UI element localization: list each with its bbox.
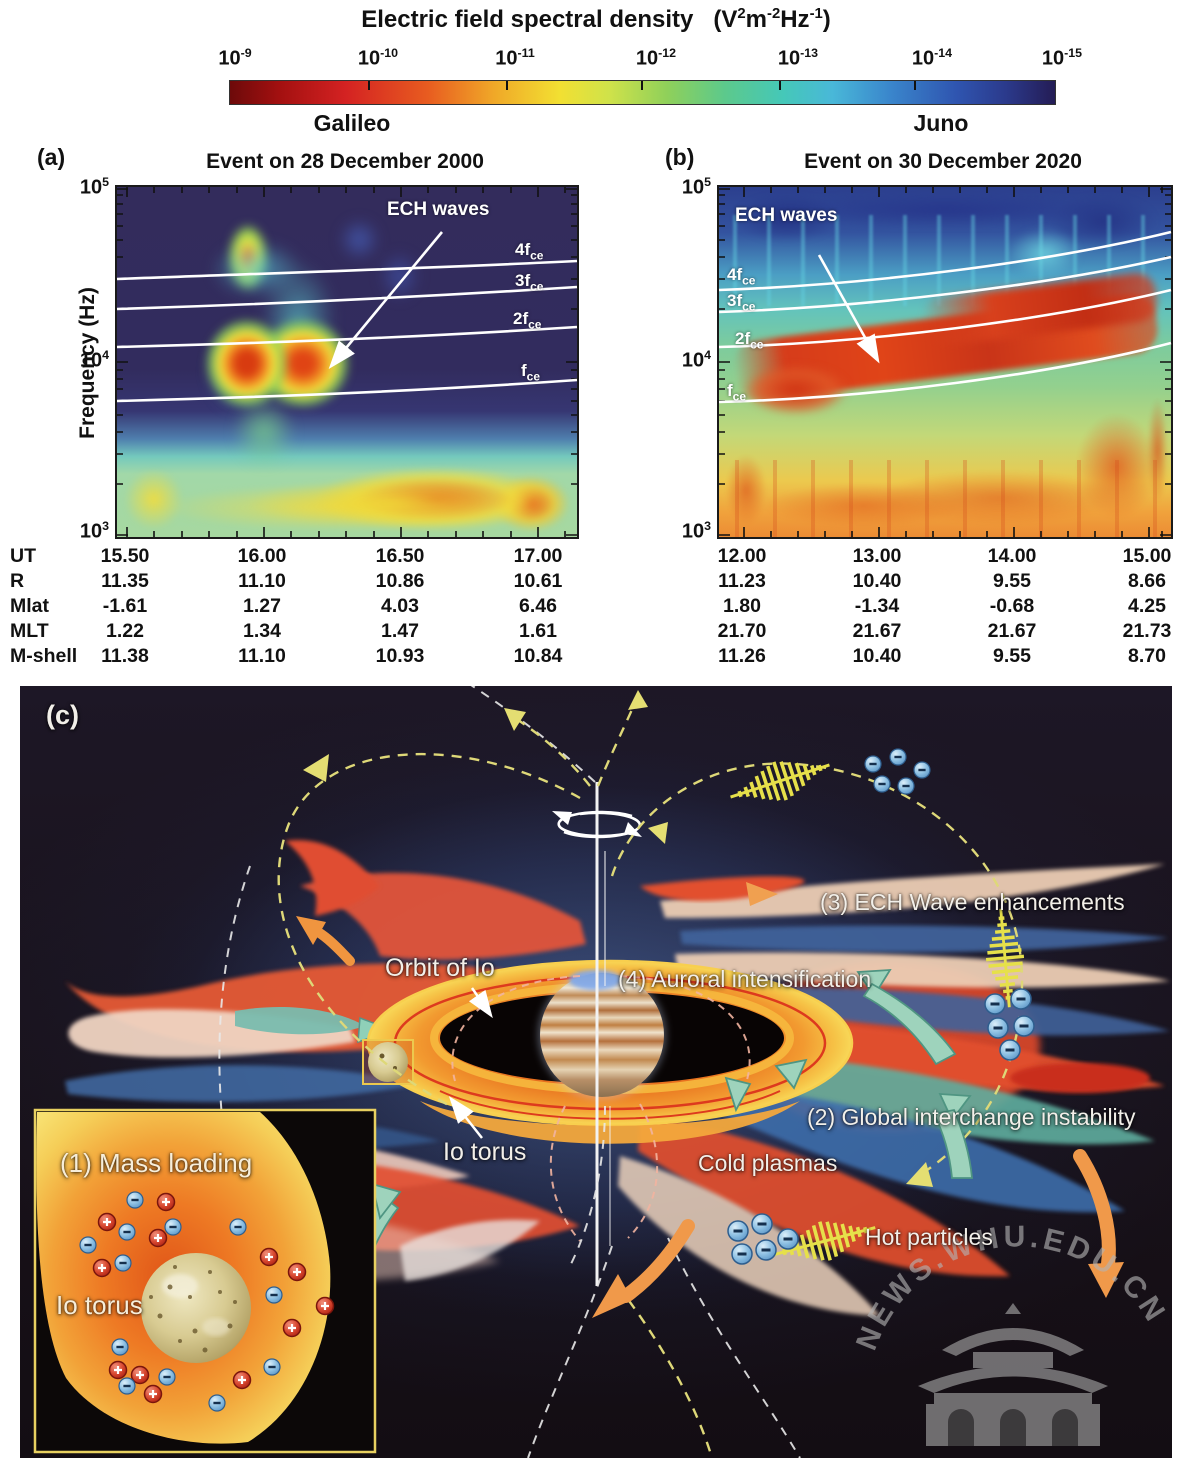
fce-label-1: fce bbox=[727, 381, 747, 404]
panel-b-title: Event on 30 December 2020 bbox=[804, 150, 1082, 173]
aurora-glow bbox=[569, 970, 621, 990]
ytick-1e4: 104 bbox=[681, 348, 711, 372]
ytick-1e5: 105 bbox=[681, 175, 711, 199]
colorbar-title-text: Electric field spectral density bbox=[361, 6, 694, 33]
axis-ticks bbox=[719, 187, 1171, 537]
orange-arrows bbox=[296, 882, 1124, 1318]
fce-label-3: 3fce bbox=[727, 291, 756, 314]
axis-ticks bbox=[117, 187, 577, 537]
ytick-1e4: 104 bbox=[79, 348, 109, 372]
ech-annotation-arrow bbox=[328, 231, 444, 370]
cyclotron-harmonic-lines bbox=[718, 230, 1172, 404]
table-row: MLT 1.22 1.34 1.47 1.61 21.70 21.67 21.6… bbox=[10, 620, 1172, 642]
ech-annotation-arrow bbox=[817, 254, 880, 364]
label-arrows bbox=[448, 987, 493, 1139]
colorbar-title: Electric field spectral density (V2m-2Hz… bbox=[56, 6, 1136, 34]
right-plasma-streams bbox=[618, 864, 1170, 1316]
io-torus-ring-label: Io torus bbox=[443, 1138, 527, 1166]
row-label-mlat: Mlat bbox=[10, 595, 49, 617]
spectrogram-b-overlay bbox=[718, 187, 1172, 537]
io-moon-box bbox=[362, 1039, 414, 1085]
pagoda-watermark-icon bbox=[918, 1303, 1108, 1446]
row-label-ut: UT bbox=[10, 545, 36, 567]
auroral-intensification-label: (4) Auroral intensification bbox=[618, 966, 872, 992]
table-row: M-shell 11.38 11.10 10.93 10.84 11.26 10… bbox=[10, 645, 1166, 667]
orbit-of-io-label: Orbit of Io bbox=[385, 954, 495, 982]
mass-loading-inset bbox=[33, 1108, 377, 1454]
hot-particles-label: Hot particles bbox=[865, 1224, 993, 1250]
io-torus-inset-label: Io torus bbox=[56, 1290, 143, 1320]
interchange-instability-label: (2) Global interchange instability bbox=[807, 1104, 1136, 1130]
row-label-r: R bbox=[10, 570, 25, 592]
table-row: Mlat -1.61 1.27 4.03 6.46 1.80 -1.34 -0.… bbox=[10, 595, 1166, 617]
fce-label-2: 2fce bbox=[513, 309, 542, 332]
spin-axis bbox=[552, 782, 642, 1286]
fce-label-2: 2fce bbox=[735, 329, 764, 352]
colorbar-tick: 10-15 bbox=[1041, 46, 1083, 70]
row-label-mlt: MLT bbox=[10, 620, 49, 642]
row-label-mshell: M-shell bbox=[10, 645, 78, 667]
colorbar-tick: 10-13 bbox=[777, 46, 819, 70]
illustration-art: NEWS.WHU.EDU.CN bbox=[33, 680, 1170, 1459]
fce-label-4: 4fce bbox=[515, 240, 544, 263]
colorbar-tick: 10-10 bbox=[357, 46, 399, 70]
colorbar-tick: 10-11 bbox=[495, 46, 535, 70]
spectrogram-a: ECH waves 4fce 3fce 2fce fce 105 104 103… bbox=[76, 175, 579, 543]
fce-label-4: 4fce bbox=[727, 265, 756, 288]
cyclotron-harmonic-lines bbox=[116, 259, 578, 403]
panel-c-label: (c) bbox=[46, 700, 79, 730]
fce-label-3: 3fce bbox=[515, 271, 544, 294]
io-moon-inset bbox=[141, 1253, 251, 1363]
jupiter bbox=[538, 970, 666, 1099]
colorbar-gradient bbox=[229, 80, 1056, 105]
panel-a-title: Event on 28 December 2000 bbox=[206, 150, 484, 173]
wave-packet-top bbox=[722, 744, 838, 818]
yellow-field-lines bbox=[277, 695, 1024, 1459]
panel-b-label: (b) bbox=[665, 144, 695, 170]
electron-cluster-top bbox=[863, 747, 932, 796]
ech-waves-annotation-b: ECH waves bbox=[735, 205, 838, 226]
ytick-1e3: 103 bbox=[681, 519, 711, 543]
cold-plasmas-label: Cold plasmas bbox=[698, 1150, 838, 1176]
magnetosphere-illustration: NEWS.WHU.EDU.CN bbox=[20, 680, 1172, 1459]
colorbar-tick: 10-12 bbox=[635, 46, 677, 70]
panel-a-label: (a) bbox=[37, 144, 66, 170]
table-row: R 11.35 11.10 10.86 10.61 11.23 10.40 9.… bbox=[10, 570, 1166, 592]
mass-loading-label: (1) Mass loading bbox=[60, 1148, 253, 1178]
colorbar-tick: 10-9 bbox=[218, 46, 252, 70]
y-axis-label: Frequency (Hz) bbox=[76, 287, 99, 439]
ytick-1e5: 105 bbox=[79, 175, 109, 199]
fce-label-1: fce bbox=[521, 361, 541, 384]
mission-juno: Juno bbox=[913, 110, 969, 136]
colorbar-tick: 10-14 bbox=[911, 46, 953, 70]
table-row: UT 15.50 16.00 16.50 17.00 12.00 13.00 1… bbox=[10, 545, 1172, 567]
colorbar-units: (V2m-2Hz-1) bbox=[713, 6, 831, 33]
ytick-1e3: 103 bbox=[79, 519, 109, 543]
spectrogram-b: ECH waves 4fce 3fce 2fce fce 105 104 103 bbox=[682, 175, 1173, 543]
ech-wave-enhancements-label: (3) ECH Wave enhancements bbox=[820, 889, 1125, 915]
yellow-arrowheads bbox=[303, 690, 933, 1187]
ech-waves-annotation-a: ECH waves bbox=[387, 199, 490, 220]
mission-galileo: Galileo bbox=[313, 110, 391, 136]
spectrogram-a-overlay bbox=[116, 187, 578, 537]
